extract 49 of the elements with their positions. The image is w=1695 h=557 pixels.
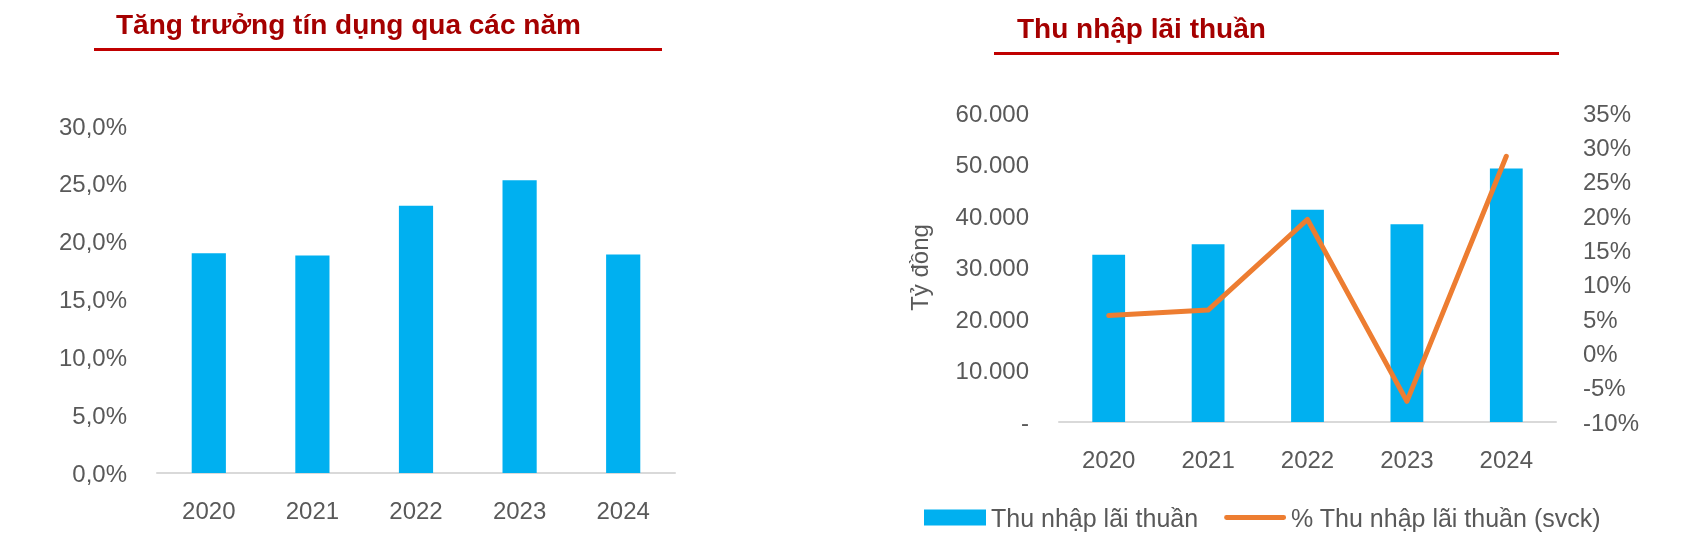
bar <box>1092 254 1126 422</box>
y2-tick-label: 0% <box>1583 339 1618 367</box>
x-tick-label: 2021 <box>1181 445 1235 473</box>
y-tick-label: 25,0% <box>58 170 127 198</box>
y2-tick-label: 15% <box>1583 236 1632 264</box>
y-tick-label: 10.000 <box>955 357 1029 384</box>
y-tick-label: 60.000 <box>955 99 1029 127</box>
x-tick-label: 2022 <box>389 496 443 524</box>
y-tick-label: - <box>1021 408 1029 436</box>
y-tick-label: 20.000 <box>955 305 1029 333</box>
y2-tick-label: 10% <box>1583 271 1632 299</box>
x-tick-label: 2024 <box>1479 445 1533 473</box>
chart-title: Tăng trưởng tín dụng qua các năm <box>116 8 581 40</box>
x-tick-label: 2024 <box>596 496 650 524</box>
y2-tick-label: -10% <box>1583 408 1640 436</box>
y-tick-label: 15,0% <box>58 286 127 313</box>
x-tick-label: 2020 <box>182 496 236 524</box>
y-tick-label: 0,0% <box>72 459 127 487</box>
y-tick-label: 40.000 <box>955 202 1029 230</box>
y-tick-label: 30.000 <box>955 254 1029 281</box>
bar <box>502 180 537 473</box>
bar <box>1489 168 1523 422</box>
bar <box>1390 224 1424 422</box>
x-tick-label: 2020 <box>1082 445 1136 473</box>
legend-label: % Thu nhập lãi thuần (svck) <box>1291 503 1601 532</box>
y2-tick-label: 25% <box>1583 168 1632 196</box>
y2-tick-label: 30% <box>1583 133 1632 161</box>
x-tick-label: 2023 <box>1380 445 1434 473</box>
y-axis-title: Tỷ đồng <box>905 224 933 311</box>
bar <box>295 255 330 473</box>
x-tick-label: 2021 <box>285 496 340 524</box>
legend-label: Thu nhập lãi thuần <box>991 503 1199 532</box>
y-tick-label: 20,0% <box>58 228 127 256</box>
bar <box>191 253 226 473</box>
x-tick-label: 2022 <box>1280 445 1335 473</box>
chart-title: Thu nhập lãi thuần <box>1017 12 1266 44</box>
y2-tick-label: 5% <box>1583 305 1618 333</box>
y2-tick-label: 20% <box>1583 202 1632 230</box>
y-tick-label: 10,0% <box>58 343 127 371</box>
x-tick-label: 2023 <box>492 496 547 524</box>
bar <box>1191 244 1225 422</box>
y-tick-label: 30,0% <box>58 112 127 140</box>
y-tick-label: 5,0% <box>72 401 127 429</box>
y2-tick-label: -5% <box>1583 374 1626 402</box>
bar <box>606 254 641 473</box>
y2-tick-label: 35% <box>1583 99 1632 127</box>
bar <box>398 205 434 473</box>
y-tick-label: 50.000 <box>955 151 1029 178</box>
bar <box>1291 209 1324 422</box>
